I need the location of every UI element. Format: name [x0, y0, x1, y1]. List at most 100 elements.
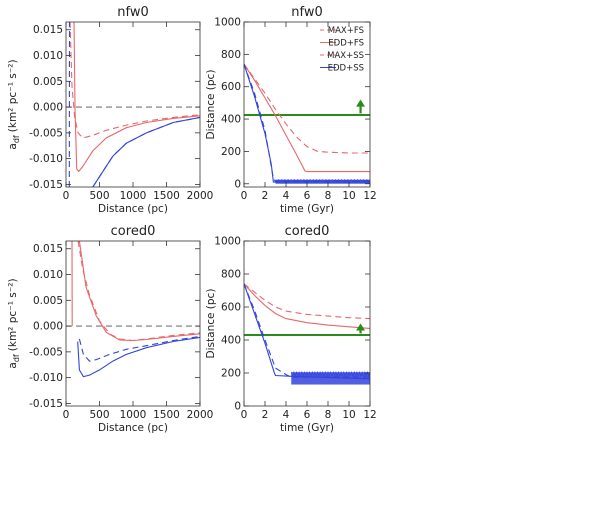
- x-tick-label: 6: [304, 409, 311, 421]
- x-tick-label: 2000: [187, 190, 214, 202]
- y-axis-label-sub: df: [12, 135, 21, 143]
- x-tick-label: 10: [342, 409, 355, 421]
- x-axis-label: Distance (pc): [98, 422, 168, 434]
- x-tick-label: 8: [325, 409, 332, 421]
- y-tick-label: 0: [234, 178, 241, 190]
- series-line-1: [73, 22, 200, 173]
- arrow-head: [356, 323, 366, 331]
- plot-area: [244, 63, 370, 184]
- series-line-3: [244, 283, 370, 380]
- y-tick-label: 1000: [214, 236, 241, 248]
- y-tick-label: -0.010: [29, 372, 63, 384]
- y-axis-label-sub: df: [12, 354, 21, 362]
- y-tick-label: 600: [221, 81, 241, 93]
- plot-area: [66, 241, 200, 378]
- x-tick-label: 1500: [153, 190, 180, 202]
- x-tick-label: 1500: [153, 409, 180, 421]
- y-tick-label: 800: [221, 49, 241, 61]
- series-line-0: [77, 241, 200, 342]
- y-axis-label: adf (km² pc⁻¹ s⁻²): [7, 59, 21, 149]
- y-axis-label-units: (km² pc⁻¹ s⁻²): [7, 59, 19, 132]
- series-line-4: [92, 116, 200, 187]
- axes-frame: [65, 240, 201, 407]
- y-tick-label: 0.010: [33, 269, 63, 281]
- x-tick-label: 500: [89, 190, 109, 202]
- series-line-2: [244, 63, 370, 182]
- x-axis-label: time (Gyr): [280, 422, 334, 434]
- x-tick-label: 0: [241, 190, 248, 202]
- x-tick-label: 2: [262, 190, 269, 202]
- y-tick-label: 200: [221, 146, 241, 158]
- y-tick-label: 0.015: [33, 243, 63, 255]
- y-tick-label: 0.000: [33, 321, 63, 333]
- y-tick-label: 1000: [214, 17, 241, 29]
- series-line-1: [78, 241, 200, 342]
- y-tick-label: 400: [221, 335, 241, 347]
- legend-label: MAX+SS: [327, 51, 364, 61]
- x-tick-label: 500: [89, 409, 109, 421]
- x-tick-label: 10: [342, 190, 355, 202]
- y-tick-label: 0.005: [33, 76, 63, 88]
- x-tick-label: 2000: [187, 409, 214, 421]
- oscillation-edge: [275, 179, 370, 182]
- y-axis-label-base: a: [7, 362, 19, 368]
- panel-nfw0-distance: nfw0 0 2 4 6 8 10 12 0 200 400 600 800 1000 time (Gyr)…: [205, 5, 377, 215]
- panel-cored0-distance: cored0 0 2 4 6 8 10 12 0 200 400 600 800 1000 time (Gy…: [205, 224, 377, 434]
- y-tick-label: 200: [221, 368, 241, 380]
- series-line-0: [244, 283, 370, 320]
- x-tick-label: 8: [325, 190, 332, 202]
- y-tick-label: -0.015: [29, 398, 63, 410]
- x-axis-label: time (Gyr): [280, 203, 334, 215]
- x-tick-label: 12: [363, 409, 376, 421]
- chart-title: nfw0: [291, 5, 323, 20]
- y-axis-label-base: a: [7, 143, 19, 149]
- panel-nfw0-acceleration: nfw0 0 500 1000 1500 2000 -0.015 -0.010 -0.005 0.…: [7, 5, 213, 215]
- y-tick-label: 600: [221, 302, 241, 314]
- x-tick-label: 1000: [120, 409, 147, 421]
- series-line-4: [78, 335, 200, 362]
- series-line-0: [69, 22, 200, 139]
- y-tick-label: -0.010: [29, 153, 63, 165]
- x-tick-label: 12: [363, 190, 376, 202]
- y-tick-label: -0.005: [29, 346, 63, 358]
- series-line-3: [244, 63, 370, 183]
- chart-title: nfw0: [117, 5, 149, 20]
- series-line-5: [77, 336, 200, 378]
- y-axis-label: adf (km² pc⁻¹ s⁻²): [7, 278, 21, 368]
- legend-label: EDD+SS: [328, 64, 364, 74]
- x-tick-label: 4: [283, 409, 290, 421]
- legend-label: MAX+FS: [328, 26, 364, 36]
- y-tick-label: 0: [234, 401, 241, 413]
- y-axis-label: Distance (pc): [205, 289, 217, 359]
- chart-title: cored0: [111, 224, 156, 239]
- panel-cored0-acceleration: cored0 0 500 1000 1500 2000 -0.015 -0.010 -0.005…: [7, 224, 213, 434]
- series-line-2: [244, 283, 370, 378]
- y-tick-label: 400: [221, 114, 241, 126]
- y-tick-label: -0.005: [29, 127, 63, 139]
- arrow-head: [356, 99, 366, 107]
- x-tick-label: 0: [241, 409, 248, 421]
- x-tick-label: 0: [63, 190, 70, 202]
- series-line-1: [244, 283, 370, 329]
- y-tick-label: 0.005: [33, 295, 63, 307]
- y-tick-label: 0.000: [33, 102, 63, 114]
- x-tick-label: 1000: [120, 190, 147, 202]
- y-axis-label-units: (km² pc⁻¹ s⁻²): [7, 278, 19, 351]
- y-tick-label: 800: [221, 269, 241, 281]
- y-tick-label: 0.015: [33, 24, 63, 36]
- y-axis-label: Distance (pc): [205, 70, 217, 140]
- x-tick-label: 2: [262, 409, 269, 421]
- plot-area: [244, 283, 370, 385]
- legend-label: EDD+FS: [328, 39, 364, 49]
- y-tick-label: -0.015: [29, 179, 63, 191]
- oscillation-edge: [290, 370, 370, 378]
- series-line-1: [244, 63, 370, 173]
- series-line-0: [244, 63, 370, 154]
- x-axis-label: Distance (pc): [98, 203, 168, 215]
- plot-area: [66, 22, 200, 187]
- y-tick-label: 0.010: [33, 50, 63, 62]
- x-tick-label: 6: [304, 190, 311, 202]
- x-tick-label: 0: [63, 409, 70, 421]
- chart-title: cored0: [285, 224, 330, 239]
